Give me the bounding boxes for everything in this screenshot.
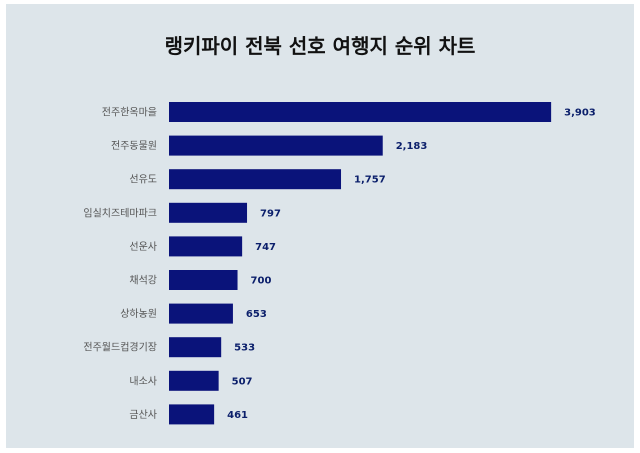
category-label: 채석강: [129, 275, 157, 287]
value-label: 2,183: [396, 141, 428, 152]
value-label: 3,903: [564, 108, 596, 119]
category-label: 선운사: [129, 241, 157, 253]
category-labels-group: 전주한옥마을전주동물원선유도임실치즈테마파크선운사채석강상하농원전주월드컵경기장…: [83, 107, 157, 421]
bar: [169, 135, 383, 156]
bar: [169, 270, 238, 290]
category-label: 전주동물원: [111, 140, 157, 152]
bar: [169, 202, 248, 223]
category-label: 전주월드컵경기장: [83, 341, 157, 354]
value-label: 507: [232, 376, 253, 387]
value-labels-group: 3,903 2,183 1,757 797 747 700 653 533 507 461: [227, 108, 596, 421]
bar: [169, 337, 222, 358]
bar: [169, 236, 243, 257]
bars-group: [169, 102, 552, 425]
value-label: 1,757: [354, 175, 386, 186]
category-label: 선유도: [129, 174, 157, 186]
bar: [169, 370, 219, 391]
value-label: 700: [251, 276, 272, 287]
bar: [169, 303, 233, 324]
chart-title: 랭키파이 전북 선호 여행지 순위 차트: [164, 34, 476, 58]
value-label: 461: [227, 410, 248, 421]
chart-background: [6, 4, 634, 448]
category-label: 전주한옥마을: [102, 107, 157, 119]
bar: [169, 102, 552, 122]
category-label: 내소사: [129, 375, 157, 387]
value-label: 747: [255, 242, 276, 253]
category-label: 금산사: [129, 409, 157, 421]
value-label: 653: [246, 309, 267, 320]
category-label: 임실치즈테마파크: [83, 206, 157, 219]
value-label: 797: [260, 208, 281, 219]
bar: [169, 169, 342, 190]
bar: [169, 404, 215, 425]
category-label: 상하농원: [120, 307, 157, 320]
value-label: 533: [234, 343, 255, 354]
